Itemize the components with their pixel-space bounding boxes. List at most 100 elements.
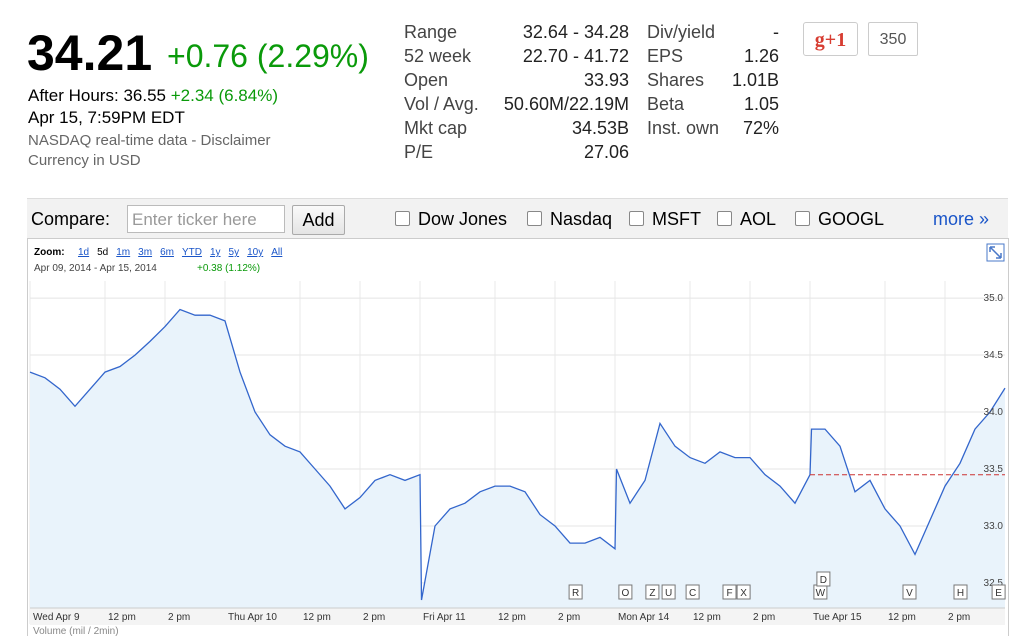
x-tick-label: 12 pm [498,612,526,623]
checkbox[interactable] [717,211,732,226]
after-hours: After Hours: 36.55 +2.34 (6.84%) [28,86,278,106]
x-tick-label: 2 pm [753,612,775,623]
x-tick-label: 12 pm [693,612,721,623]
event-flag-label: V [906,588,913,599]
stat-label: Vol / Avg. [404,94,479,114]
event-flag[interactable] [991,584,1006,600]
x-tick-label: 12 pm [108,612,136,623]
compare-option[interactable]: MSFT [629,209,701,230]
event-flag-label: X [740,588,747,599]
price: 34.21 [27,25,153,81]
compare-bar: Compare: Enter ticker here Add Dow Jones… [27,198,1008,239]
event-flag[interactable] [645,584,660,600]
stat-label: 52 week [404,46,472,66]
ticker-input[interactable]: Enter ticker here [127,205,285,233]
event-flag[interactable] [685,584,700,600]
stat-value: 72% [742,118,779,138]
zoom-option[interactable]: 3m [138,247,152,258]
zoom-option[interactable]: YTD [182,247,202,258]
event-flag[interactable] [813,584,828,600]
checkbox[interactable] [629,211,644,226]
x-tick-label: 2 pm [363,612,385,623]
add-button[interactable]: Add [292,205,345,235]
event-flag-label: D [820,575,827,586]
range-change: +0.38 (1.12%) [197,263,260,274]
more-link[interactable]: more » [933,209,990,229]
x-tick-label: Wed Apr 9 [33,612,80,623]
plus-one-button[interactable]: g+1 [803,22,858,56]
stat-label: P/E [404,142,434,162]
expand-arrow [989,246,1002,259]
stat-label: Beta [647,94,685,114]
y-tick-label: 32.5 [984,578,1004,589]
x-tick-label: Tue Apr 15 [813,612,862,623]
event-flag-label: O [622,588,630,599]
stat-value: - [773,22,779,42]
price-line [29,308,1006,601]
y-tick-label: 34.5 [984,350,1004,361]
quote-time: Apr 15, 7:59PM EDT [28,108,185,127]
event-flag[interactable] [902,584,917,600]
stat-value: 50.60M/22.19M [503,94,629,114]
stat-value: 33.93 [583,70,629,90]
zoom-option[interactable]: 6m [160,247,174,258]
zoom-option[interactable]: 1m [116,247,130,258]
event-flag-label: H [957,588,964,599]
stat-value: 1.26 [743,46,779,66]
plot-area [30,281,1005,608]
event-flag[interactable] [722,584,737,600]
checkbox[interactable] [795,211,810,226]
x-tick-label: 12 pm [303,612,331,623]
x-tick-label: Mon Apr 14 [618,612,670,623]
stat-label: Shares [647,70,705,90]
data-source[interactable]: NASDAQ real-time data - Disclaimer [28,132,271,149]
y-tick-label: 35.0 [984,293,1004,304]
event-flag[interactable] [618,584,633,600]
zoom-option[interactable]: 1y [210,247,221,258]
checkbox[interactable] [527,211,542,226]
event-flag[interactable] [661,584,676,600]
option-label: Dow Jones [418,209,508,229]
plus-one-count: 350 [868,22,918,56]
event-flag-label: E [995,588,1002,599]
compare-option[interactable]: GOOGL [795,209,884,230]
event-flag[interactable] [816,571,831,587]
option-label: GOOGL [818,209,885,229]
event-flag[interactable] [953,584,968,600]
zoom-option[interactable]: 5y [229,247,240,258]
zoom-option[interactable]: All [271,247,282,258]
y-tick-label: 33.0 [984,521,1004,532]
stat-value: 1.01B [731,70,779,90]
chart-frame [27,238,1009,636]
x-tick-label: Thu Apr 10 [228,612,277,623]
zoom-option[interactable]: 10y [247,247,263,258]
x-tick-label: 2 pm [168,612,190,623]
expand-icon[interactable] [986,243,1005,262]
stat-label: EPS [647,46,684,66]
x-tick-label: 12 pm [888,612,916,623]
x-tick-label: 2 pm [558,612,580,623]
event-flag[interactable] [736,584,751,600]
x-tick-label: Fri Apr 11 [423,612,466,623]
compare-option[interactable]: Dow Jones [395,209,507,230]
x-tick-label: 2 pm [948,612,970,623]
zoom-option[interactable]: 1d [78,247,89,258]
compare-option[interactable]: Nasdaq [527,209,612,230]
stat-value: 32.64 - 34.28 [522,22,629,42]
event-flag-label: R [572,588,579,599]
compare-option[interactable]: AOL [717,209,776,230]
stat-label: Mkt cap [404,118,468,138]
volume-label: Volume (mil / 2min) [33,626,119,636]
event-flag[interactable] [568,584,583,600]
zoom-option[interactable]: 5d [97,247,108,258]
stat-value: 22.70 - 41.72 [522,46,629,66]
checkbox[interactable] [395,211,410,226]
stat-label: Inst. own [647,118,720,138]
after-hours-change: +2.34 (6.84%) [170,86,278,105]
after-hours-price: 36.55 [123,86,166,105]
x-axis-band [30,608,1005,625]
price-change: +0.76 (2.29%) [167,38,369,74]
y-tick-label: 34.0 [984,407,1004,418]
stat-label: Div/yield [647,22,716,42]
